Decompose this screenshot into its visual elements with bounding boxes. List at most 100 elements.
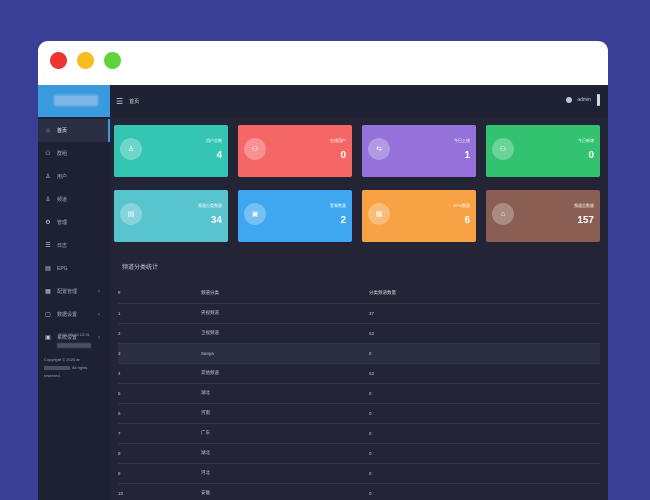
chevron-left-icon: ‹ (98, 288, 100, 295)
table-cell: 3 (118, 343, 201, 364)
table-row[interactable]: 4 其他频道 53 (118, 363, 600, 384)
table-cell: 10 (118, 483, 201, 500)
maximize-window-button[interactable] (104, 52, 121, 69)
table-cell: 央视频道 (201, 303, 369, 324)
stat-value: 4 (216, 150, 222, 161)
table-cell: 0 (369, 403, 600, 424)
table-cell: 53 (369, 323, 600, 344)
table-cell: 6 (118, 403, 201, 424)
table-cell: 河南 (201, 403, 369, 424)
sidebar-item-label: 频道 (57, 197, 68, 203)
stat-title: 频道总数量 (574, 203, 594, 208)
sidebar-item[interactable]: ⚙ 管理 (38, 211, 110, 234)
main-content: ☰ 首页 admin ♙ 用户总数 4 ⚇ 在线用户 0 ⇆ 今日上线 1 ⚇ 今日新增 0 ▤ 频道分类… (110, 85, 608, 500)
sidebar-item-label: 群组 (57, 151, 68, 157)
sidebar-item[interactable]: ⌂ 首页 (38, 119, 110, 142)
sidebar-item-label: 数据设置 (57, 312, 78, 318)
sidebar-item-label: 系统设置 (57, 335, 78, 341)
sidebar-item[interactable]: ▤ EPG (38, 257, 110, 280)
stat-icon: ▣ (244, 203, 266, 225)
table-cell: 7 (118, 423, 201, 444)
sidebar-item[interactable]: ♙ 用户 (38, 165, 110, 188)
panel-title: 频道分类统计 (122, 265, 159, 271)
settings-icon: ▣ (45, 335, 51, 341)
stat-value: 2 (340, 215, 346, 226)
more-icon[interactable] (597, 94, 600, 106)
stat-title: 在线用户 (330, 138, 346, 143)
stat-title: 今日新增 (578, 138, 594, 143)
table-row[interactable]: 8 湖北 0 (118, 443, 600, 464)
sidebar-item[interactable]: ⚇ 群组 (38, 142, 110, 165)
top-bar: ☰ 首页 admin (110, 85, 608, 117)
table-row[interactable]: 5 湖北 0 (118, 383, 600, 404)
stat-value: 0 (340, 150, 346, 161)
table-cell: 37 (369, 303, 600, 324)
stat-icon: ⚇ (244, 138, 266, 160)
column-header: 分类频道数量 (369, 283, 600, 304)
sidebar-item[interactable]: ▣ 系统设置 ‹ (38, 326, 110, 349)
admin-icon: ⚙ (45, 220, 51, 226)
config-icon: ▦ (45, 289, 51, 295)
sidebar-item-label: 日志 (57, 243, 68, 249)
table-cell: 1 (118, 303, 201, 324)
menu-toggle-icon[interactable]: ☰ (116, 96, 124, 106)
sidebar-item[interactable]: ☰ 日志 (38, 234, 110, 257)
stat-title: 套餐数量 (330, 203, 346, 208)
home-icon: ⌂ (46, 127, 50, 134)
username[interactable]: admin (577, 97, 591, 103)
stat-card[interactable]: ⌂ 频道总数量 157 (486, 190, 600, 242)
minimize-window-button[interactable] (77, 52, 94, 69)
stat-icon: ⌂ (492, 203, 514, 225)
stat-card[interactable]: ⇆ 今日上线 1 (362, 125, 476, 177)
table-row[interactable]: 9 河北 0 (118, 463, 600, 484)
table-cell: 2 (118, 323, 201, 344)
channel-category-panel: 频道分类统计 # 频道分类 分类频道数量 1 央视频道 37 2 卫视频道 53 3 Sany… (114, 263, 604, 500)
stat-card[interactable]: ▦ EPG数量 6 (362, 190, 476, 242)
breadcrumb[interactable]: 首页 (129, 98, 140, 105)
column-header: 频道分类 (201, 283, 369, 304)
user-menu[interactable]: admin (566, 94, 600, 106)
table-row[interactable]: 6 河南 0 (118, 403, 600, 424)
stat-card[interactable]: ⚇ 今日新增 0 (486, 125, 600, 177)
brand-logo[interactable] (38, 85, 110, 117)
table-cell: 4 (118, 363, 201, 384)
table-cell: 5 (118, 383, 201, 404)
close-window-button[interactable] (50, 52, 67, 69)
sidebar-item-label: 首页 (57, 128, 68, 134)
table-row[interactable]: 3 Sanya 0 (118, 343, 600, 364)
copyright: Copyright © 2020 ar All rights reserved. (38, 356, 110, 380)
stat-icon: ▤ (120, 203, 142, 225)
sidebar-item[interactable]: ▦ 配置管理 ‹ (38, 280, 110, 303)
avatar[interactable] (566, 97, 573, 103)
table-cell: 0 (369, 383, 600, 404)
table-cell: Sanya (201, 343, 369, 364)
table-row[interactable]: 10 安徽 0 (118, 483, 600, 500)
stat-title: 今日上线 (454, 138, 470, 143)
table-cell: 0 (369, 423, 600, 444)
table-cell: 广东 (201, 423, 369, 444)
browser-window: ⌂ 首页 ⚇ 群组 ♙ 用户 ♙ 频道 ⚙ 管理 ☰ 日志 ▤ EPG ▦ 配置管理 ‹ ▢ 数据设置 ‹ ▣ 系统设置 ‹… (38, 41, 608, 500)
stat-card[interactable]: ▣ 套餐数量 2 (238, 190, 352, 242)
stat-card[interactable]: ▤ 频道分类数量 34 (114, 190, 228, 242)
table-cell: 53 (369, 363, 600, 384)
table-cell: 其他频道 (201, 363, 369, 384)
table-row[interactable]: 1 央视频道 37 (118, 303, 600, 324)
table-cell: 河北 (201, 463, 369, 484)
stat-card[interactable]: ♙ 用户总数 4 (114, 125, 228, 177)
admin-app: ⌂ 首页 ⚇ 群组 ♙ 用户 ♙ 频道 ⚙ 管理 ☰ 日志 ▤ EPG ▦ 配置管理 ‹ ▢ 数据设置 ‹ ▣ 系统设置 ‹… (38, 85, 608, 500)
copyright-line-3: reserved. (44, 373, 61, 378)
table-row[interactable]: 7 广东 0 (118, 423, 600, 444)
sidebar-item[interactable]: ▢ 数据设置 ‹ (38, 303, 110, 326)
stat-card[interactable]: ⚇ 在线用户 0 (238, 125, 352, 177)
category-table: # 频道分类 分类频道数量 1 央视频道 37 2 卫视频道 53 3 Sanya 0 4 其他频道… (118, 283, 600, 500)
sidebar-footer: 2020-08-13 12:01 Copyright © 2020 ar All… (38, 330, 110, 380)
window-titlebar (38, 41, 608, 85)
sidebar-item[interactable]: ♙ 频道 (38, 188, 110, 211)
table-header-row: # 频道分类 分类频道数量 (118, 283, 600, 304)
blurred-text (44, 365, 70, 370)
table-row[interactable]: 2 卫视频道 53 (118, 323, 600, 344)
table-cell: 0 (369, 463, 600, 484)
stat-value: 6 (464, 215, 470, 226)
table-cell: 湖北 (201, 383, 369, 404)
sidebar-item-label: 管理 (57, 220, 68, 226)
